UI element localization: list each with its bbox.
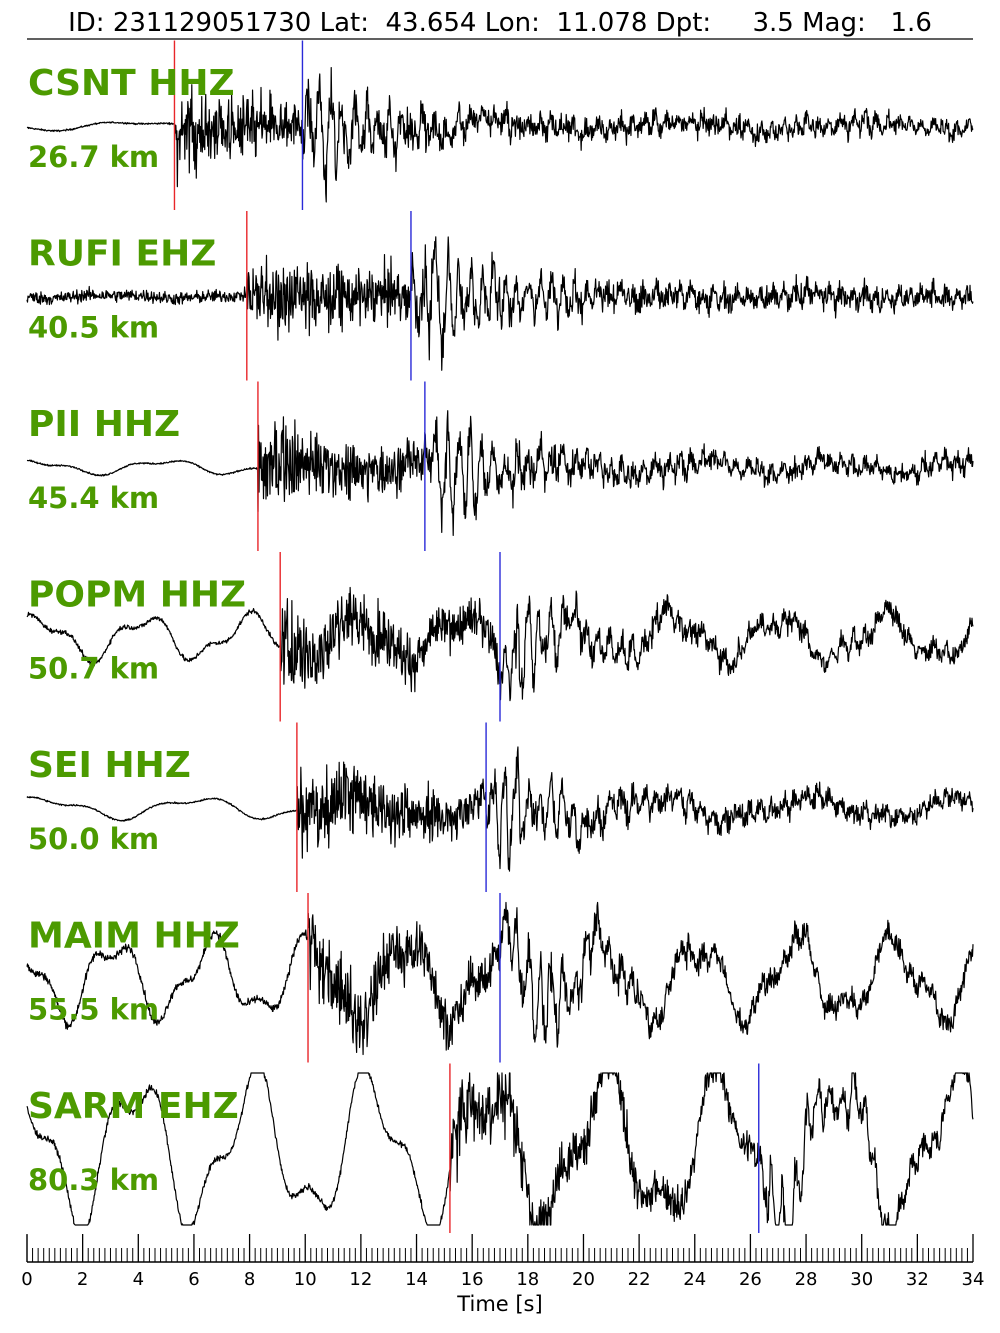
tick-label: 14: [405, 1269, 428, 1290]
waveform-csnt-hhz: [26, 66, 974, 203]
tick-label: 6: [188, 1269, 199, 1290]
waveform-sei-hhz: [26, 746, 974, 872]
station-label: PII HHZ: [28, 404, 180, 445]
tick-label: 0: [21, 1269, 32, 1290]
distance-label: 50.0 km: [28, 822, 159, 856]
trace-panel: CSNT HHZ 26.7 km RUFI EHZ 40.5 km PII HHZ 45.…: [26, 40, 974, 1233]
event-header: ID: 231129051730 Lat: 43.654 Lon: 11.078…: [68, 8, 932, 38]
tick-label: 32: [906, 1269, 929, 1290]
waveform-sarm-ehz: [26, 1072, 974, 1226]
waveform-rufi-ehz: [26, 236, 974, 371]
tick-label: 8: [244, 1269, 255, 1290]
tick-label: 22: [628, 1269, 651, 1290]
tick-label: 24: [683, 1269, 706, 1290]
station-label: POPM HHZ: [28, 575, 246, 616]
trace-rufi-ehz: RUFI EHZ 40.5 km: [26, 211, 974, 381]
tick-label: 26: [739, 1269, 762, 1290]
station-label: SEI HHZ: [28, 745, 191, 786]
trace-pii-hhz: PII HHZ 45.4 km: [26, 381, 974, 551]
tick-label: 34: [962, 1269, 985, 1290]
tick-label: 10: [294, 1269, 317, 1290]
tick-label: 30: [850, 1269, 873, 1290]
station-label: CSNT HHZ: [28, 63, 235, 104]
trace-maim-hhz: MAIM HHZ 55.5 km: [26, 893, 974, 1063]
tick-label: 28: [795, 1269, 818, 1290]
tick-label: 20: [572, 1269, 595, 1290]
distance-label: 80.3 km: [28, 1163, 159, 1197]
distance-label: 45.4 km: [28, 481, 159, 515]
distance-label: 55.5 km: [28, 993, 159, 1027]
station-label: SARM EHZ: [28, 1086, 239, 1127]
station-label: MAIM HHZ: [28, 916, 240, 957]
tick-label: 4: [133, 1269, 144, 1290]
trace-csnt-hhz: CSNT HHZ 26.7 km: [26, 40, 974, 210]
distance-label: 50.7 km: [28, 652, 159, 686]
tick-label: 16: [461, 1269, 484, 1290]
tick-label: 12: [349, 1269, 372, 1290]
trace-sarm-ehz: SARM EHZ 80.3 km: [26, 1063, 974, 1233]
trace-popm-hhz: POPM HHZ 50.7 km: [26, 552, 974, 722]
tick-label: 18: [516, 1269, 539, 1290]
x-axis-label: Time [s]: [456, 1292, 542, 1316]
tick-label: 2: [77, 1269, 88, 1290]
distance-label: 26.7 km: [28, 140, 159, 174]
distance-label: 40.5 km: [28, 311, 159, 345]
trace-sei-hhz: SEI HHZ 50.0 km: [26, 722, 974, 892]
station-label: RUFI EHZ: [28, 234, 216, 275]
waveform-pii-hhz: [26, 410, 974, 536]
